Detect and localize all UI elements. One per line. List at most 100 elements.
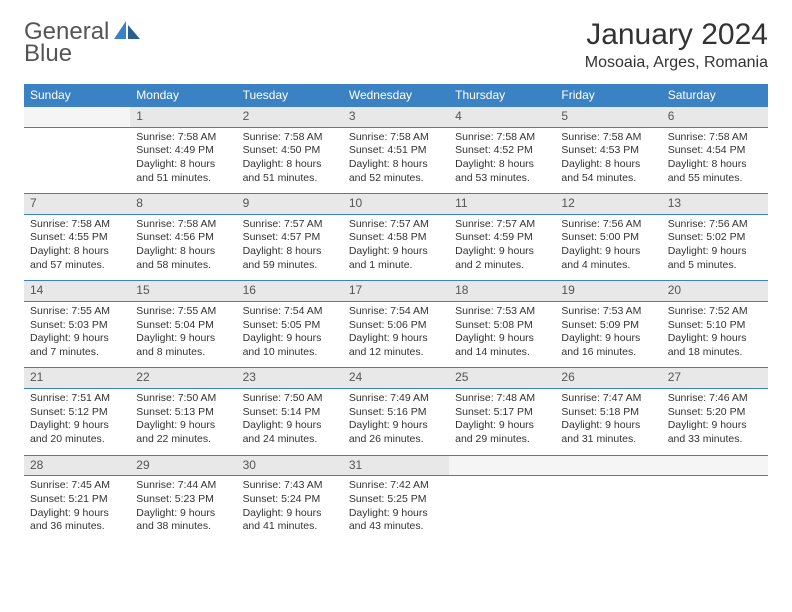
calendar-day-cell: 31 Sunrise: 7:42 AMSunset: 5:25 PMDayligh… bbox=[343, 455, 449, 542]
day-body: Sunrise: 7:58 AMSunset: 4:52 PMDaylight:… bbox=[449, 128, 555, 194]
daylight-line1: Daylight: 8 hours bbox=[136, 158, 230, 172]
day-body: Sunrise: 7:50 AMSunset: 5:13 PMDaylight:… bbox=[130, 389, 236, 455]
daylight-line2: and 52 minutes. bbox=[349, 172, 443, 186]
sunset-text: Sunset: 4:52 PM bbox=[455, 144, 549, 158]
calendar-day-cell: 4Sunrise: 7:58 AMSunset: 4:52 PMDaylight… bbox=[449, 106, 555, 193]
daylight-line2: and 55 minutes. bbox=[668, 172, 762, 186]
sunset-text: Sunset: 5:00 PM bbox=[561, 231, 655, 245]
sunrise-text: Sunrise: 7:55 AM bbox=[136, 305, 230, 319]
daylight-line2: and 31 minutes. bbox=[561, 433, 655, 447]
sunrise-text: Sunrise: 7:54 AM bbox=[349, 305, 443, 319]
sunrise-text: Sunrise: 7:58 AM bbox=[136, 218, 230, 232]
day-number: 3 bbox=[343, 106, 449, 128]
calendar-day-cell: 30Sunrise: 7:43 AMSunset: 5:24 PMDayligh… bbox=[237, 455, 343, 542]
calendar-day-cell: 12Sunrise: 7:56 AMSunset: 5:00 PMDayligh… bbox=[555, 193, 661, 280]
daylight-line1: Daylight: 8 hours bbox=[668, 158, 762, 172]
sunset-text: Sunset: 4:51 PM bbox=[349, 144, 443, 158]
sunset-text: Sunset: 4:59 PM bbox=[455, 231, 549, 245]
day-number: 9 bbox=[237, 193, 343, 215]
day-number: 15 bbox=[130, 280, 236, 302]
calendar-day-cell: 1Sunrise: 7:58 AMSunset: 4:49 PMDaylight… bbox=[130, 106, 236, 193]
location: Mosoaia, Arges, Romania bbox=[585, 54, 768, 72]
calendar-day-cell: 6Sunrise: 7:58 AMSunset: 4:54 PMDaylight… bbox=[662, 106, 768, 193]
calendar-day-cell: 10Sunrise: 7:57 AMSunset: 4:58 PMDayligh… bbox=[343, 193, 449, 280]
day-number: 22 bbox=[130, 367, 236, 389]
day-body: Sunrise: 7:56 AMSunset: 5:00 PMDaylight:… bbox=[555, 215, 661, 281]
day-number bbox=[24, 106, 130, 128]
daylight-line2: and 8 minutes. bbox=[136, 346, 230, 360]
weekday-header-row: SundayMondayTuesdayWednesdayThursdayFrid… bbox=[24, 84, 768, 106]
daylight-line1: Daylight: 8 hours bbox=[455, 158, 549, 172]
weekday-header: Sunday bbox=[24, 84, 130, 106]
daylight-line1: Daylight: 9 hours bbox=[668, 419, 762, 433]
sunset-text: Sunset: 5:25 PM bbox=[349, 493, 443, 507]
day-body: Sunrise: 7:53 AMSunset: 5:08 PMDaylight:… bbox=[449, 302, 555, 368]
sunrise-text: Sunrise: 7:42 AM bbox=[349, 479, 443, 493]
daylight-line1: Daylight: 9 hours bbox=[561, 332, 655, 346]
sunset-text: Sunset: 4:53 PM bbox=[561, 144, 655, 158]
sunset-text: Sunset: 4:58 PM bbox=[349, 231, 443, 245]
day-number: 14 bbox=[24, 280, 130, 302]
calendar-day-cell: 13Sunrise: 7:56 AMSunset: 5:02 PMDayligh… bbox=[662, 193, 768, 280]
sunrise-text: Sunrise: 7:48 AM bbox=[455, 392, 549, 406]
daylight-line2: and 43 minutes. bbox=[349, 520, 443, 534]
day-number: 27 bbox=[662, 367, 768, 389]
calendar-empty-cell bbox=[555, 455, 661, 542]
sunrise-text: Sunrise: 7:53 AM bbox=[561, 305, 655, 319]
month-title: January 2024 bbox=[585, 18, 768, 52]
day-number: 11 bbox=[449, 193, 555, 215]
day-body: Sunrise: 7:53 AMSunset: 5:09 PMDaylight:… bbox=[555, 302, 661, 368]
sunrise-text: Sunrise: 7:54 AM bbox=[243, 305, 337, 319]
sunrise-text: Sunrise: 7:55 AM bbox=[30, 305, 124, 319]
daylight-line1: Daylight: 9 hours bbox=[136, 419, 230, 433]
calendar-day-cell: 17Sunrise: 7:54 AMSunset: 5:06 PMDayligh… bbox=[343, 280, 449, 367]
calendar-empty-cell bbox=[662, 455, 768, 542]
sunrise-text: Sunrise: 7:58 AM bbox=[136, 131, 230, 145]
daylight-line2: and 38 minutes. bbox=[136, 520, 230, 534]
daylight-line2: and 16 minutes. bbox=[561, 346, 655, 360]
weekday-header: Tuesday bbox=[237, 84, 343, 106]
calendar-day-cell: 27Sunrise: 7:46 AMSunset: 5:20 PMDayligh… bbox=[662, 367, 768, 454]
day-number: 21 bbox=[24, 367, 130, 389]
header: General Blue January 2024 Mosoaia, Arges… bbox=[24, 18, 768, 72]
day-number: 18 bbox=[449, 280, 555, 302]
calendar-day-cell: 23Sunrise: 7:50 AMSunset: 5:14 PMDayligh… bbox=[237, 367, 343, 454]
sunset-text: Sunset: 5:21 PM bbox=[30, 493, 124, 507]
daylight-line2: and 7 minutes. bbox=[30, 346, 124, 360]
calendar-empty-cell bbox=[24, 106, 130, 193]
day-number: 4 bbox=[449, 106, 555, 128]
sunset-text: Sunset: 5:09 PM bbox=[561, 319, 655, 333]
calendar-day-cell: 18Sunrise: 7:53 AMSunset: 5:08 PMDayligh… bbox=[449, 280, 555, 367]
sunset-text: Sunset: 4:54 PM bbox=[668, 144, 762, 158]
calendar-week-row: 21Sunrise: 7:51 AMSunset: 5:12 PMDayligh… bbox=[24, 367, 768, 454]
day-number: 19 bbox=[555, 280, 661, 302]
day-body: Sunrise: 7:57 AMSunset: 4:57 PMDaylight:… bbox=[237, 215, 343, 281]
calendar-table: SundayMondayTuesdayWednesdayThursdayFrid… bbox=[24, 84, 768, 542]
sunset-text: Sunset: 4:55 PM bbox=[30, 231, 124, 245]
daylight-line1: Daylight: 9 hours bbox=[349, 507, 443, 521]
day-number: 24 bbox=[343, 367, 449, 389]
daylight-line2: and 41 minutes. bbox=[243, 520, 337, 534]
day-body: Sunrise: 7:51 AMSunset: 5:12 PMDaylight:… bbox=[24, 389, 130, 455]
daylight-line2: and 59 minutes. bbox=[243, 259, 337, 273]
day-body: Sunrise: 7:58 AMSunset: 4:50 PMDaylight:… bbox=[237, 128, 343, 194]
day-number: 10 bbox=[343, 193, 449, 215]
day-number: 5 bbox=[555, 106, 661, 128]
daylight-line2: and 53 minutes. bbox=[455, 172, 549, 186]
daylight-line1: Daylight: 9 hours bbox=[30, 419, 124, 433]
day-body: Sunrise: 7:58 AMSunset: 4:56 PMDaylight:… bbox=[130, 215, 236, 281]
brand-word2: Blue bbox=[24, 40, 72, 67]
calendar-day-cell: 3Sunrise: 7:58 AMSunset: 4:51 PMDaylight… bbox=[343, 106, 449, 193]
daylight-line1: Daylight: 9 hours bbox=[243, 419, 337, 433]
daylight-line2: and 2 minutes. bbox=[455, 259, 549, 273]
sunset-text: Sunset: 5:13 PM bbox=[136, 406, 230, 420]
day-body: Sunrise: 7:55 AMSunset: 5:04 PMDaylight:… bbox=[130, 302, 236, 368]
sunrise-text: Sunrise: 7:57 AM bbox=[243, 218, 337, 232]
sunset-text: Sunset: 5:14 PM bbox=[243, 406, 337, 420]
day-number: 31 bbox=[343, 455, 449, 477]
day-body: Sunrise: 7:56 AMSunset: 5:02 PMDaylight:… bbox=[662, 215, 768, 281]
calendar-day-cell: 26Sunrise: 7:47 AMSunset: 5:18 PMDayligh… bbox=[555, 367, 661, 454]
calendar-week-row: 28Sunrise: 7:45 AMSunset: 5:21 PMDayligh… bbox=[24, 455, 768, 542]
daylight-line2: and 22 minutes. bbox=[136, 433, 230, 447]
sunrise-text: Sunrise: 7:51 AM bbox=[30, 392, 124, 406]
